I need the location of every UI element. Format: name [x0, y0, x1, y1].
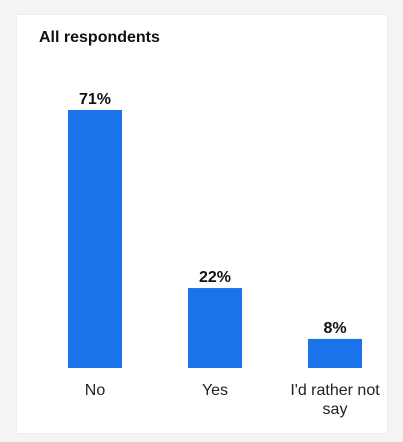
bar-value-label-1: 22% — [199, 269, 231, 286]
bar-1 — [188, 288, 242, 368]
bar-0 — [68, 110, 122, 368]
category-label-0: No — [85, 382, 106, 399]
category-label-2-line-0: I'd rather not — [290, 382, 380, 399]
chart-title: All respondents — [39, 29, 160, 46]
bar-2 — [308, 338, 362, 368]
bar-value-label-2: 8% — [323, 320, 346, 337]
category-label-2-line-1: say — [323, 401, 348, 418]
category-label-1: Yes — [202, 382, 228, 399]
bar-value-label-0: 71% — [79, 91, 111, 108]
